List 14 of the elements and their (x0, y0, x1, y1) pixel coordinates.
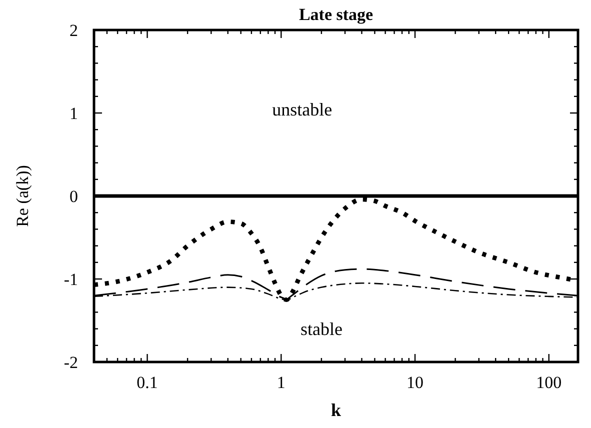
x-tick-label: 1 (276, 373, 286, 392)
annotation: stable (300, 318, 342, 339)
x-tick-label: 100 (536, 373, 562, 392)
y-tick-label: 0 (70, 187, 78, 206)
y-tick-label: 2 (70, 21, 78, 40)
x-tick-label: 0.1 (136, 373, 158, 392)
chart-title: Late stage (298, 5, 374, 24)
annotation: unstable (272, 100, 332, 120)
y-tick-label: -1 (64, 270, 78, 289)
x-axis-title: k (330, 400, 342, 420)
y-tick-label: -2 (64, 353, 78, 372)
y-tick-label: 1 (70, 104, 78, 123)
x-tick-label: 10 (406, 373, 424, 392)
y-axis-title: Re (a(k)) (13, 165, 32, 227)
